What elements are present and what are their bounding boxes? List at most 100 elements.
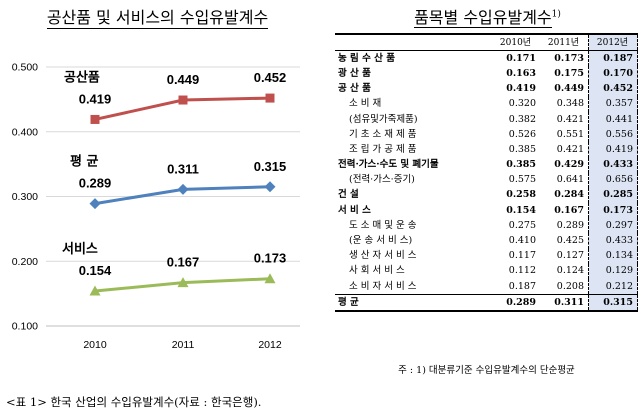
table-row: 건 설 0.258 0.284 0.285 xyxy=(335,187,638,204)
y-tick-label: 0.200 xyxy=(12,256,38,268)
row-label: 기 초 소 재 제 품 xyxy=(335,127,492,142)
cell-2010년: 0.320 xyxy=(508,98,536,110)
cell-2010년: 0.258 xyxy=(506,189,536,201)
row-label: 공 산 품 xyxy=(335,82,492,97)
cell-2010년: 0.526 xyxy=(508,128,536,140)
row-label: 사 회 서 비 스 xyxy=(335,264,492,279)
table-header-row: 2010년 2011년 2012년 xyxy=(335,33,638,52)
cell-2011년: 0.175 xyxy=(554,67,584,79)
cell-2012년: 0.556 xyxy=(588,127,638,143)
data-label: 0.289 xyxy=(79,176,112,191)
table-row: (섬유및가죽제품) 0.382 0.421 0.441 xyxy=(335,111,638,128)
table-header-2011: 2011년 xyxy=(540,33,589,52)
table-row: 서 비 스 0.154 0.167 0.173 xyxy=(335,203,638,219)
cell-2011년: 0.124 xyxy=(556,265,584,277)
cell-2011년: 0.167 xyxy=(554,204,584,216)
cell-2011년: 0.425 xyxy=(556,235,584,247)
cell-2012년: 0.129 xyxy=(588,263,638,279)
cell-2010년: 0.112 xyxy=(508,265,536,277)
figure-caption: <표 1> 한국 산업의 수입유발계수(자료 : 한국은행). xyxy=(6,395,262,409)
cell-2010년: 0.171 xyxy=(506,52,536,64)
cell-2010년: 0.275 xyxy=(508,219,536,231)
table-row: 기 초 소 재 제 품 0.526 0.551 0.556 xyxy=(335,127,638,143)
line-chart: 0.500 0.400 0.300 0.200 0.100 2010 2011 2012 0.4… xyxy=(12,62,300,351)
row-label-text: (섬유및가죽제품) xyxy=(349,113,418,125)
y-tick-label: 0.100 xyxy=(12,321,38,333)
series-name-label: 공산품 xyxy=(64,69,100,85)
series-marker xyxy=(264,181,276,193)
row-label: 생 산 자 서 비 스 xyxy=(335,249,492,264)
series-marker xyxy=(89,198,101,210)
cell-2010년: 0.163 xyxy=(506,67,536,79)
table-row: 도 소 매 및 운 송 0.275 0.289 0.297 xyxy=(335,218,638,234)
row-label: 전력·가스·수도 및 폐기물 xyxy=(335,158,492,173)
row-label-text: 기 초 소 재 제 품 xyxy=(349,128,417,140)
row-label-text: 평 균 xyxy=(338,296,359,308)
series-marker xyxy=(177,277,189,288)
cell-2011년: 0.289 xyxy=(556,219,584,231)
cell-2012년: 0.441 xyxy=(588,111,638,128)
row-label-text: 전력·가스·수도 및 폐기물 xyxy=(338,159,439,171)
row-label: (전력·가스·증기) xyxy=(335,173,492,188)
series-marker xyxy=(89,285,101,296)
cell-2011년: 0.449 xyxy=(554,83,584,95)
table-note: 주 : 1) 대분류기준 수입유발계수의 단순평균 xyxy=(398,365,575,376)
table-header-blank xyxy=(335,33,492,52)
cell-2011년: 0.551 xyxy=(556,128,584,140)
row-label: 광 산 품 xyxy=(335,66,492,81)
cell-2010년: 0.187 xyxy=(508,280,536,292)
chart-title: 공산품 및 서비스의 수입유발계수 xyxy=(46,8,269,29)
row-label: 건 설 xyxy=(335,188,492,203)
table-row: 소 비 재 0.320 0.348 0.357 xyxy=(335,96,638,112)
row-label-text: 공 산 품 xyxy=(338,83,371,95)
cell-2012년: 0.173 xyxy=(588,203,638,219)
cell-2012년: 0.452 xyxy=(588,81,638,97)
y-tick-label: 0.300 xyxy=(12,191,38,203)
cell-2011년: 0.421 xyxy=(556,113,584,125)
series-marker xyxy=(265,93,275,103)
table-row: (운 송 서 비 스) 0.410 0.425 0.433 xyxy=(335,233,638,249)
cell-2011년: 0.284 xyxy=(554,189,584,201)
row-label-text: 서 비 스 xyxy=(338,204,371,216)
table-title: 품목별 수입유발계수1) xyxy=(414,8,561,28)
row-label-text: 도 소 매 및 운 송 xyxy=(349,219,417,231)
x-tick-label: 2011 xyxy=(172,339,195,351)
row-label: 소 비 재 xyxy=(335,97,492,112)
cell-2010년: 0.289 xyxy=(492,294,540,313)
cell-2011년: 0.348 xyxy=(556,98,584,110)
row-label: 소 비 자 서 비 스 xyxy=(335,279,492,295)
cell-2012년: 0.433 xyxy=(588,233,638,249)
row-label-text: 소 비 자 서 비 스 xyxy=(349,280,417,292)
row-label: 서 비 스 xyxy=(335,203,492,218)
data-label: 0.154 xyxy=(79,263,112,278)
table-row: 조 립 가 공 제 품 0.385 0.421 0.419 xyxy=(335,142,638,158)
cell-2012년: 0.134 xyxy=(588,248,638,264)
cell-2011년: 0.641 xyxy=(556,174,584,186)
cell-2012년: 0.433 xyxy=(588,157,638,173)
row-label-text: 농 림 수 산 품 xyxy=(338,52,395,64)
y-tick-label: 0.500 xyxy=(12,62,38,74)
series-marker xyxy=(177,183,189,195)
table-row: 광 산 품 0.163 0.175 0.170 xyxy=(335,66,638,82)
table-row: 공 산 품 0.419 0.449 0.452 xyxy=(335,81,638,97)
data-label: 0.173 xyxy=(254,251,287,266)
series-marker xyxy=(90,114,100,124)
row-label-text: 광 산 품 xyxy=(338,67,371,79)
cell-2011년: 0.429 xyxy=(554,159,584,171)
data-label: 0.315 xyxy=(254,159,287,174)
cell-2010년: 0.382 xyxy=(508,113,536,125)
cell-2010년: 0.419 xyxy=(506,83,536,95)
data-label: 0.419 xyxy=(79,91,112,106)
cell-2012년: 0.357 xyxy=(588,96,638,112)
row-label-text: 건 설 xyxy=(338,189,359,201)
data-label: 0.311 xyxy=(167,161,199,176)
row-label: 평 균 xyxy=(335,294,492,313)
cell-2012년: 0.170 xyxy=(588,66,638,82)
row-label-text: 생 산 자 서 비 스 xyxy=(349,250,417,262)
cell-2011년: 0.311 xyxy=(540,294,589,313)
row-label: (섬유및가죽제품) xyxy=(335,112,492,127)
cell-2010년: 0.117 xyxy=(508,250,536,262)
row-label-text: 사 회 서 비 스 xyxy=(349,265,405,277)
row-label: 조 립 가 공 제 품 xyxy=(335,142,492,157)
cell-2011년: 0.173 xyxy=(554,52,584,64)
